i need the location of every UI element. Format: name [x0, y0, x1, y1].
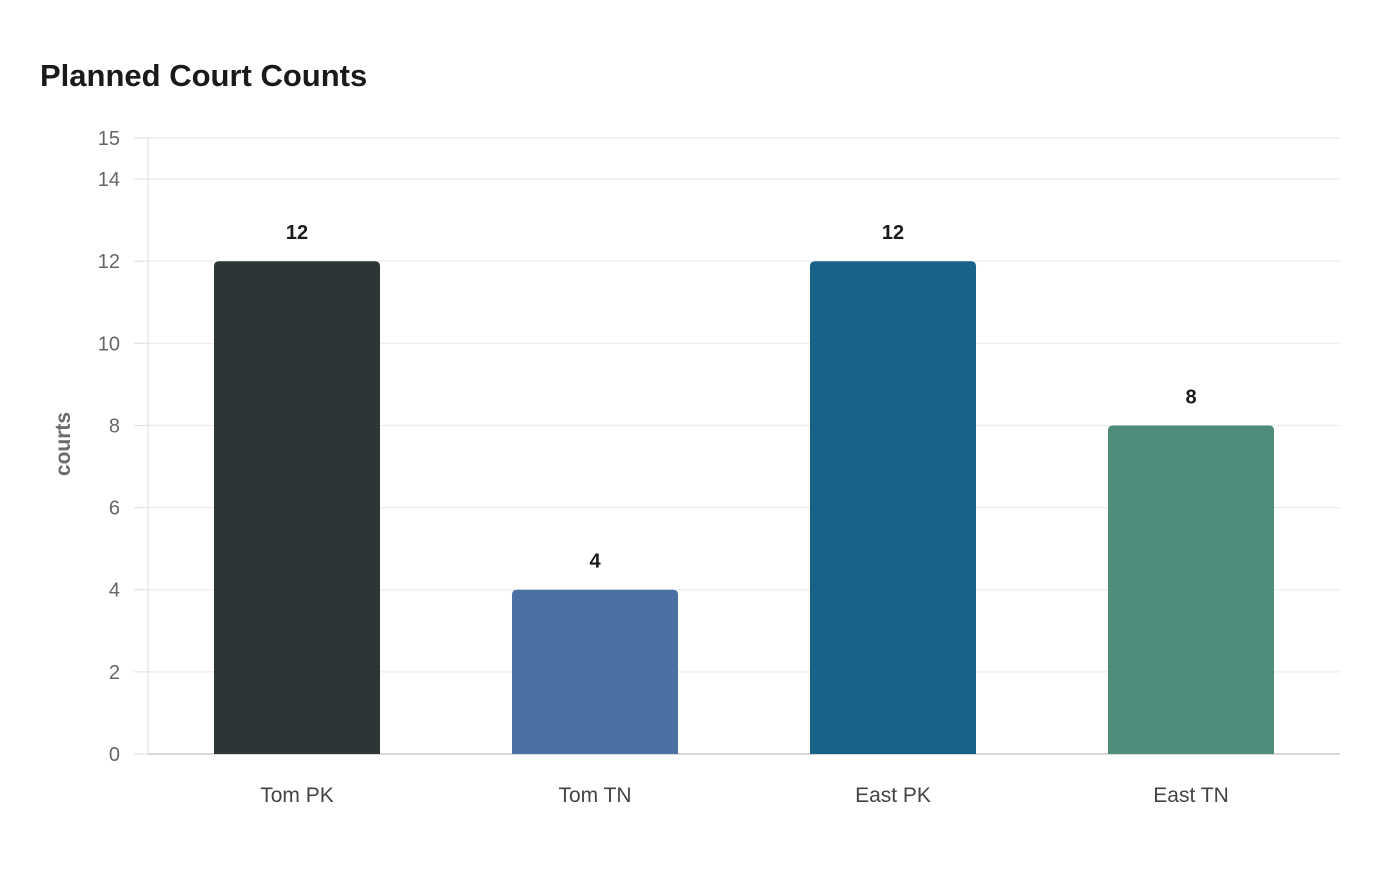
y-tick-label: 10 — [98, 333, 120, 355]
y-tick-label: 4 — [109, 580, 120, 602]
x-category-label: Tom TN — [558, 784, 631, 807]
x-category-label: Tom PK — [260, 784, 334, 807]
chart-title: Planned Court Counts — [40, 58, 368, 93]
y-tick-label: 8 — [109, 415, 120, 437]
bars — [214, 261, 1274, 754]
bar-tom-tn — [512, 589, 678, 754]
y-axis-title: courts — [52, 412, 75, 476]
bar-tom-pk — [214, 261, 380, 754]
y-tick-label: 15 — [98, 128, 120, 150]
y-tick-label: 2 — [109, 662, 120, 684]
y-tick-label: 0 — [109, 744, 120, 766]
bar-east-pk — [810, 261, 976, 754]
value-label: 4 — [589, 551, 601, 573]
value-label: 8 — [1185, 386, 1196, 408]
value-label: 12 — [882, 222, 904, 244]
y-tick-label: 12 — [98, 251, 120, 273]
bar-east-tn — [1108, 425, 1274, 754]
y-tick-label: 14 — [98, 169, 120, 191]
value-label: 12 — [286, 222, 308, 244]
labels: 12 Tom PK 4 Tom TN 12 East PK 8 East TN — [260, 222, 1229, 807]
y-tick-label: 6 — [109, 498, 120, 520]
x-category-label: East PK — [855, 784, 931, 807]
x-category-label: East TN — [1153, 784, 1228, 807]
